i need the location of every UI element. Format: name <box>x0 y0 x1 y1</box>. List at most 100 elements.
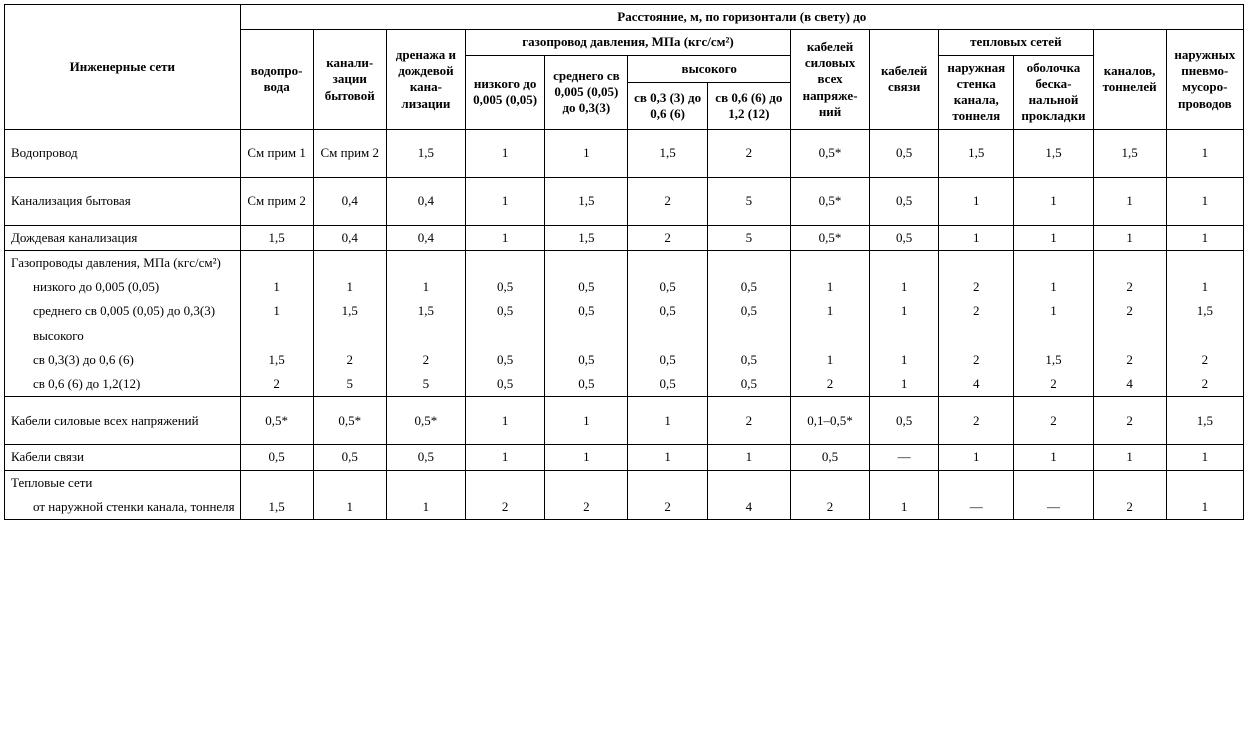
cell: 2 <box>707 397 790 445</box>
col-pneumo: наруж­ных пневмо­мусоро­проводов <box>1166 30 1243 129</box>
cell <box>1014 250 1093 275</box>
col-channels: каналов, тоннелей <box>1093 30 1166 129</box>
cell: 1 <box>240 299 313 323</box>
cell <box>1014 324 1093 348</box>
cell: 1,5 <box>939 129 1014 177</box>
cell: 1 <box>1166 129 1243 177</box>
cell: 0,5 <box>545 348 628 372</box>
cell <box>313 470 386 495</box>
cell: 0,5* <box>313 397 386 445</box>
cell <box>628 324 707 348</box>
col-drain: дренажа и дожде­вой кана­лизации <box>386 30 465 129</box>
cell: 4 <box>939 372 1014 397</box>
cell <box>1093 324 1166 348</box>
cell <box>466 324 545 348</box>
cell: 0,5 <box>545 372 628 397</box>
col-networks: Инженерные сети <box>5 5 241 130</box>
row-label: Кабели связи <box>5 445 241 470</box>
gas-block-title: Газопроводы давления, МПа (кгс/см²) <box>5 250 241 275</box>
cell: 1 <box>870 495 939 520</box>
row-label: среднего св 0,005 (0,05) до 0,3(3) <box>5 299 241 323</box>
cell <box>870 250 939 275</box>
cell: 1 <box>1014 299 1093 323</box>
cell: 2 <box>1093 495 1166 520</box>
cell <box>313 250 386 275</box>
cell: 2 <box>1166 372 1243 397</box>
cell: 0,4 <box>386 225 465 250</box>
table-row: низкого до 0,005 (0,05) 1 1 1 0,5 0,5 0,… <box>5 275 1244 299</box>
cell: 0,5 <box>628 299 707 323</box>
col-gas-mid: среднего св 0,005 (0,05) до 0,3(3) <box>545 55 628 129</box>
cell: 0,5 <box>545 299 628 323</box>
cell <box>939 324 1014 348</box>
cell: 0,5 <box>628 348 707 372</box>
cell <box>545 250 628 275</box>
cell: 1 <box>707 445 790 470</box>
cell: 1,5 <box>240 348 313 372</box>
cell: 1 <box>939 445 1014 470</box>
row-label: от наружной стенки ка­нала, тоннеля <box>5 495 241 520</box>
heat-block-title: Тепловые сети <box>5 470 241 495</box>
cell <box>1166 470 1243 495</box>
cell <box>790 324 869 348</box>
cell: 1 <box>1093 177 1166 225</box>
table-row: от наружной стенки ка­нала, тоннеля 1,5 … <box>5 495 1244 520</box>
cell: 1 <box>1093 445 1166 470</box>
cell: 1 <box>628 397 707 445</box>
cell: 2 <box>628 177 707 225</box>
cell: 5 <box>707 177 790 225</box>
cell: 1 <box>1014 275 1093 299</box>
table-row: Водопровод См прим 1 См прим 2 1,5 1 1 1… <box>5 129 1244 177</box>
cell: 1,5 <box>1166 299 1243 323</box>
cell: 4 <box>1093 372 1166 397</box>
row-label: св 0,3(3) до 0,6 (6) <box>5 348 241 372</box>
col-gas-group: газопровод давления, МПа (кгс/см²) <box>466 30 791 55</box>
cell: 1 <box>870 275 939 299</box>
table-row: св 0,6 (6) до 1,2(12) 2 5 5 0,5 0,5 0,5 … <box>5 372 1244 397</box>
row-label: низкого до 0,005 (0,05) <box>5 275 241 299</box>
cell: 1,5 <box>545 225 628 250</box>
cell: 1,5 <box>1014 129 1093 177</box>
cell: 2 <box>240 372 313 397</box>
cell <box>1093 250 1166 275</box>
cell: 0,5 <box>466 348 545 372</box>
cell: 2 <box>939 299 1014 323</box>
col-heat-wall: наруж­ная стенка канала, тоннеля <box>939 55 1014 129</box>
distance-table: Инженерные сети Расстояние, м, по горизо… <box>4 4 1244 520</box>
cell: См прим 1 <box>240 129 313 177</box>
cell: 1,5 <box>240 495 313 520</box>
cell <box>386 250 465 275</box>
cell: 2 <box>545 495 628 520</box>
cell <box>790 250 869 275</box>
cell: 0,1–0,5* <box>790 397 869 445</box>
cell: 1 <box>313 275 386 299</box>
row-label: Кабели силовые всех напря­жений <box>5 397 241 445</box>
cell <box>870 324 939 348</box>
cell <box>545 470 628 495</box>
cell: 1 <box>466 445 545 470</box>
cell: 0,5* <box>790 129 869 177</box>
cell: 5 <box>707 225 790 250</box>
cell: 0,5 <box>545 275 628 299</box>
cell: 2 <box>628 495 707 520</box>
cell: 1,5 <box>545 177 628 225</box>
cell: 1 <box>939 177 1014 225</box>
cell: 0,5 <box>870 397 939 445</box>
table-row: Канализация бытовая См прим 2 0,4 0,4 1 … <box>5 177 1244 225</box>
header-top: Расстояние, м, по горизонтали (в свету) … <box>240 5 1243 30</box>
row-label: Водопровод <box>5 129 241 177</box>
cell: 1,5 <box>1166 397 1243 445</box>
table-row: высокого <box>5 324 1244 348</box>
cell: 2 <box>1014 397 1093 445</box>
cell: 2 <box>790 495 869 520</box>
cell <box>707 324 790 348</box>
col-comm-cables: кабелей связи <box>870 30 939 129</box>
cell: 2 <box>628 225 707 250</box>
cell: 0,5 <box>628 275 707 299</box>
cell: — <box>870 445 939 470</box>
table-row: Кабели силовые всех напря­жений 0,5* 0,5… <box>5 397 1244 445</box>
cell: 2 <box>790 372 869 397</box>
cell: 1,5 <box>386 299 465 323</box>
cell: 0,5 <box>466 275 545 299</box>
cell: См прим 2 <box>313 129 386 177</box>
